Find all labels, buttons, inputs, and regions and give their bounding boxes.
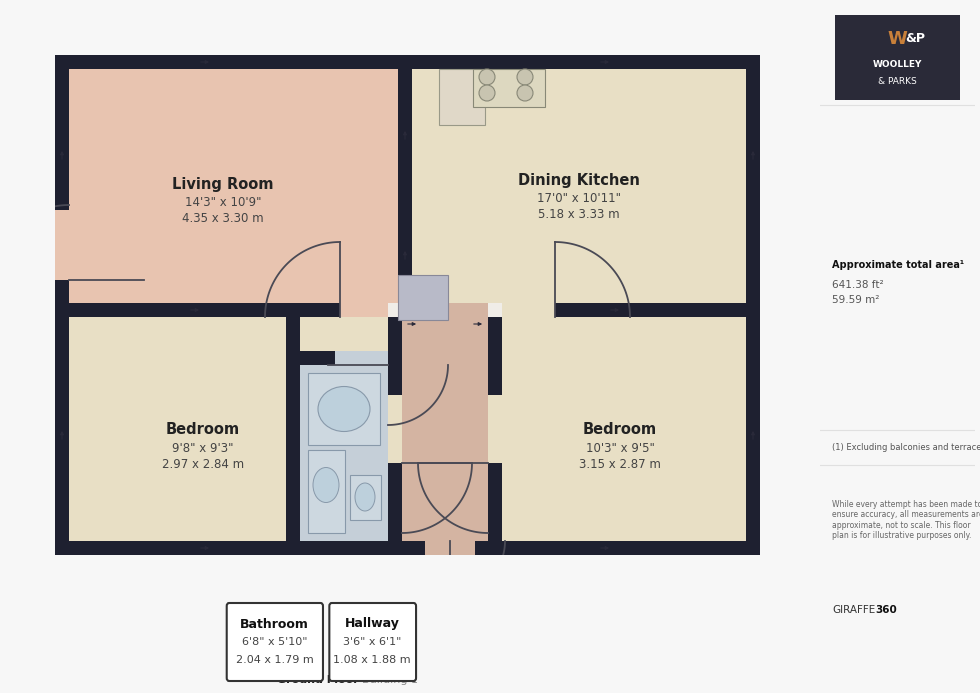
Bar bbox=[398, 275, 448, 320]
Text: Bedroom: Bedroom bbox=[166, 423, 240, 437]
Text: Bedroom: Bedroom bbox=[583, 423, 657, 437]
Bar bbox=[350, 475, 381, 520]
Ellipse shape bbox=[313, 468, 339, 502]
Bar bbox=[286, 317, 300, 541]
Ellipse shape bbox=[318, 387, 370, 432]
Text: 6'8" x 5'10": 6'8" x 5'10" bbox=[242, 637, 307, 647]
Text: 3'6" x 6'1": 3'6" x 6'1" bbox=[343, 637, 402, 647]
Bar bbox=[308, 450, 345, 533]
Text: Approximate total area¹: Approximate total area¹ bbox=[832, 260, 964, 270]
Text: 14'3" x 10'9": 14'3" x 10'9" bbox=[185, 197, 262, 209]
Text: Hallway: Hallway bbox=[345, 617, 400, 631]
Bar bbox=[69, 317, 388, 541]
Bar bbox=[398, 69, 412, 303]
Bar bbox=[502, 303, 555, 317]
Circle shape bbox=[479, 69, 495, 85]
Text: Dining Kitchen: Dining Kitchen bbox=[518, 173, 640, 188]
Bar bbox=[502, 317, 746, 541]
Bar bbox=[388, 395, 402, 463]
Text: 2.04 x 1.79 m: 2.04 x 1.79 m bbox=[235, 655, 314, 665]
Bar bbox=[488, 395, 502, 463]
Bar bbox=[412, 69, 746, 303]
Text: & PARKS: & PARKS bbox=[878, 77, 916, 86]
Ellipse shape bbox=[355, 483, 375, 511]
Text: 59.59 m²: 59.59 m² bbox=[832, 295, 879, 305]
FancyBboxPatch shape bbox=[226, 603, 323, 681]
Circle shape bbox=[517, 85, 533, 101]
FancyBboxPatch shape bbox=[329, 603, 416, 681]
Text: 1.08 x 1.88 m: 1.08 x 1.88 m bbox=[333, 655, 412, 665]
Text: 10'3" x 9'5": 10'3" x 9'5" bbox=[586, 441, 655, 455]
Text: GIRAFFE: GIRAFFE bbox=[832, 605, 875, 615]
Text: While every attempt has been made to
ensure accuracy, all measurements are
appro: While every attempt has been made to ens… bbox=[832, 500, 980, 540]
Text: Ground Floor: Ground Floor bbox=[277, 675, 359, 685]
Bar bbox=[286, 351, 388, 365]
Text: Bathroom: Bathroom bbox=[240, 617, 309, 631]
Circle shape bbox=[517, 69, 533, 85]
Text: W: W bbox=[887, 30, 906, 48]
Text: 360: 360 bbox=[875, 605, 897, 615]
Text: (1) Excluding balconies and terraces: (1) Excluding balconies and terraces bbox=[832, 444, 980, 453]
Text: 4.35 x 3.30 m: 4.35 x 3.30 m bbox=[182, 213, 264, 225]
Bar bbox=[402, 303, 488, 317]
Bar bbox=[69, 303, 388, 317]
Bar bbox=[55, 210, 69, 280]
Text: Building 1: Building 1 bbox=[362, 675, 417, 685]
Text: WOOLLEY: WOOLLEY bbox=[872, 60, 921, 69]
Bar bbox=[402, 317, 488, 541]
Bar bbox=[308, 373, 380, 445]
Circle shape bbox=[479, 85, 495, 101]
Text: 2.97 x 2.84 m: 2.97 x 2.84 m bbox=[162, 457, 244, 471]
Bar bbox=[502, 303, 746, 317]
Bar bbox=[439, 69, 485, 125]
Bar bbox=[300, 365, 388, 541]
Text: &P: &P bbox=[905, 33, 925, 45]
Bar bbox=[835, 15, 960, 100]
Bar bbox=[335, 351, 388, 365]
Text: 9'8" x 9'3": 9'8" x 9'3" bbox=[172, 441, 234, 455]
Text: 3.15 x 2.87 m: 3.15 x 2.87 m bbox=[579, 457, 661, 471]
Bar bbox=[340, 303, 388, 317]
Text: 17'0" x 10'11": 17'0" x 10'11" bbox=[537, 191, 621, 204]
Bar bbox=[473, 69, 545, 107]
Bar bbox=[69, 69, 398, 303]
Text: 5.18 x 3.33 m: 5.18 x 3.33 m bbox=[538, 207, 619, 220]
Bar bbox=[488, 317, 502, 541]
Bar bbox=[425, 541, 475, 555]
Text: 641.38 ft²: 641.38 ft² bbox=[832, 280, 884, 290]
Bar bbox=[388, 317, 402, 541]
Text: Living Room: Living Room bbox=[172, 177, 273, 193]
